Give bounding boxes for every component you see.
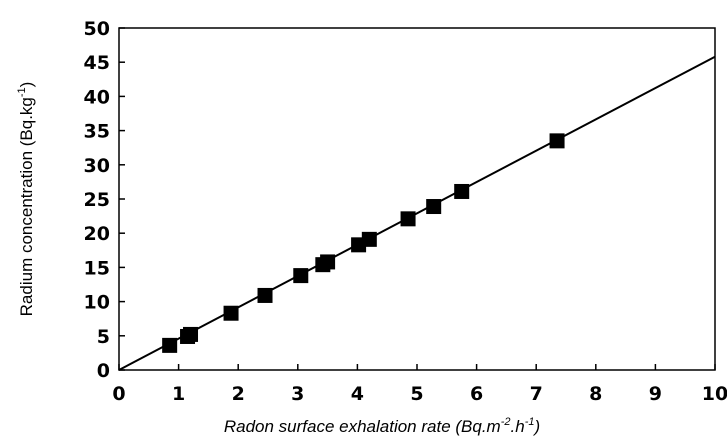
- x-tick-label: 5: [410, 383, 423, 405]
- data-point: [223, 305, 239, 321]
- data-point: [320, 254, 336, 270]
- y-axis-title: Radium concentration (Bq.kg-1): [16, 82, 36, 317]
- x-tick-label: 8: [589, 383, 602, 405]
- y-tick-label: 20: [84, 223, 110, 245]
- y-tick-label: 25: [84, 189, 110, 211]
- data-point: [361, 231, 377, 247]
- x-tick-label: 6: [470, 383, 483, 405]
- y-tick-label: 45: [84, 52, 110, 74]
- fit-line: [118, 55, 716, 371]
- y-tick-label: 0: [97, 360, 110, 382]
- x-axis-ticks: 0 1 2 3 4 5 6 7 8 9 10: [112, 364, 727, 405]
- data-point: [257, 287, 273, 303]
- y-tick-label: 15: [84, 257, 110, 279]
- plot-frame: [118, 27, 716, 371]
- y-tick-label: 10: [84, 292, 110, 314]
- y-tick-label: 30: [84, 155, 110, 177]
- data-point: [293, 268, 309, 284]
- x-tick-label: 2: [232, 383, 245, 405]
- y-tick-label: 5: [97, 326, 110, 348]
- x-axis-title: Radon surface exhalation rate (Bq.m-2.h-…: [224, 416, 540, 436]
- x-tick-label: 7: [530, 383, 543, 405]
- x-tick-label: 1: [172, 383, 185, 405]
- y-axis-ticks: 0 5 10 15 20 25 30 35 40 45 50: [84, 18, 125, 382]
- x-tick-label: 9: [649, 383, 662, 405]
- data-point: [549, 133, 565, 149]
- x-tick-label: 3: [291, 383, 304, 405]
- data-point: [183, 326, 199, 342]
- data-points: [162, 133, 565, 353]
- y-tick-label: 35: [84, 121, 110, 143]
- data-point: [400, 211, 416, 227]
- data-point: [454, 183, 470, 199]
- x-tick-label: 0: [112, 383, 125, 405]
- x-tick-label: 4: [351, 383, 364, 405]
- data-point: [426, 199, 442, 215]
- y-tick-label: 40: [84, 86, 110, 108]
- data-point: [162, 337, 178, 353]
- x-tick-label: 10: [702, 383, 727, 405]
- y-tick-label: 50: [84, 18, 110, 40]
